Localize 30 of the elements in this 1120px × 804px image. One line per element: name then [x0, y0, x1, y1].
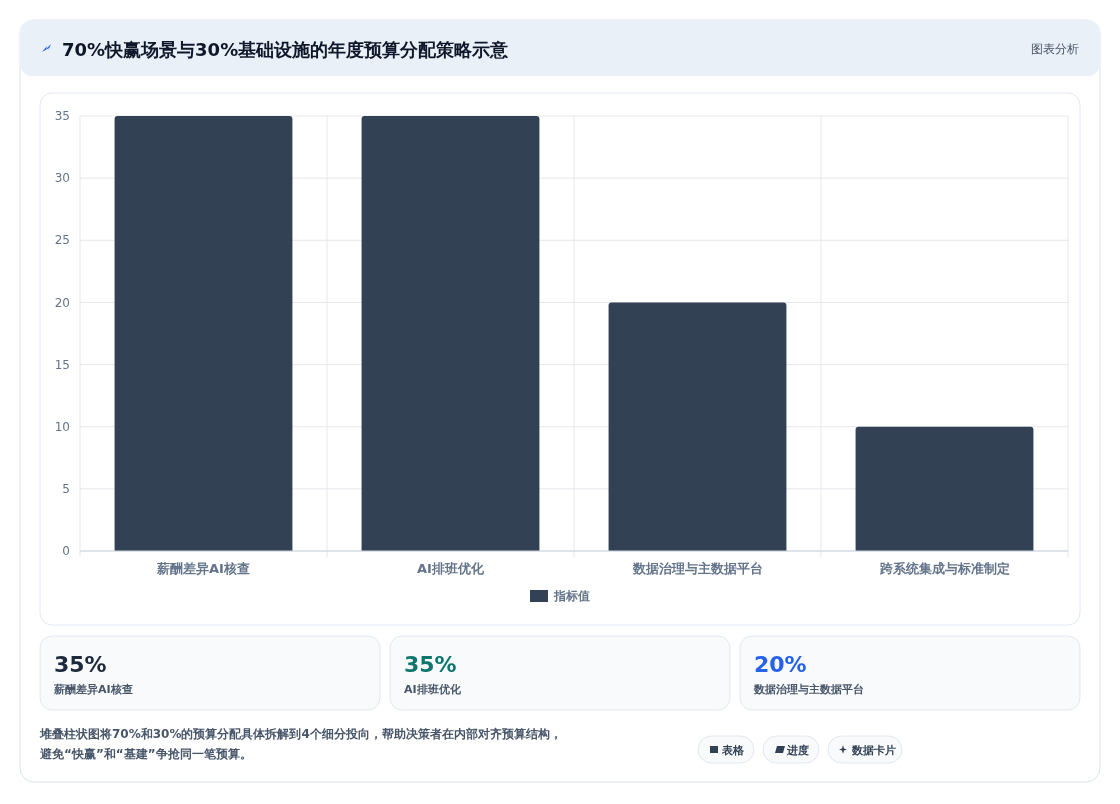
text: 避免“快赢”和“基建”争抢同一笔预算。	[39, 747, 252, 761]
bar	[114, 116, 293, 551]
text: 35%	[404, 652, 457, 677]
bar	[361, 116, 540, 551]
text: 表格	[721, 743, 745, 757]
text: 20%	[754, 652, 807, 677]
x-tick-label: AI排班优化	[417, 561, 485, 576]
y-tick-label: 15	[54, 357, 70, 372]
category-label: AI排班优化	[404, 683, 462, 696]
y-tick-label: 0	[62, 544, 70, 559]
y-tick-label: 20	[54, 295, 70, 310]
legend-label: 指标值	[553, 589, 590, 604]
chart-title: 70%快赢场景与30%基础设施的年度预算分配策略示意	[62, 39, 510, 60]
y-tick-label: 25	[54, 233, 70, 248]
text: 35%	[54, 652, 107, 677]
text: 数据卡片	[851, 743, 896, 757]
category-label: 薪酬差异AI核查	[53, 683, 133, 696]
y-tick-label: 35	[54, 109, 70, 124]
bar	[608, 302, 787, 551]
y-tick-label: 5	[62, 482, 70, 497]
x-tick-label: 跨系统集成与标准制定	[878, 561, 1010, 576]
category-label: 数据治理与主数据平台	[753, 683, 864, 696]
x-tick-label: 薪酬差异AI核查	[156, 561, 250, 576]
text: 进度	[786, 743, 809, 757]
bar	[855, 426, 1034, 551]
x-tick-label: 数据治理与主数据平台	[631, 561, 763, 576]
text: 堆叠柱状图将70%和30%的预算分配具体拆解到4个细分投向，帮助决策者在内部对齐预算结构，	[39, 727, 562, 741]
y-tick-label: 10	[54, 419, 70, 434]
y-tick-label: 30	[54, 171, 70, 186]
text: 图表分析	[1031, 42, 1079, 56]
